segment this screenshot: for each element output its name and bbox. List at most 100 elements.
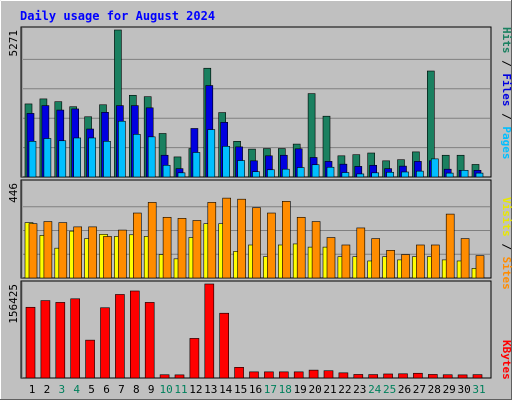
bar-sites-day-26	[401, 254, 410, 279]
bar-kbytes-day-26	[398, 373, 408, 379]
bar-sites-day-22	[341, 244, 351, 279]
bars-hits-files-pages	[24, 29, 484, 178]
x-tick-label-day-14: 14	[219, 383, 233, 396]
bar-pages-day-13	[207, 129, 216, 178]
bars-kbytes	[25, 283, 483, 379]
bar-sites-day-2	[43, 221, 53, 279]
panel-kbytes	[20, 280, 492, 379]
bar-sites-day-17	[267, 212, 276, 279]
bar-kbytes-day-15	[234, 367, 244, 379]
bar-kbytes-day-31	[472, 374, 483, 379]
bar-pages-day-23	[356, 173, 365, 178]
x-tick-label-day-31: 31	[472, 383, 485, 396]
bar-kbytes-day-20	[308, 369, 319, 379]
bar-pages-day-22	[341, 172, 350, 178]
bar-sites-day-24	[371, 238, 381, 279]
x-tick-label-day-17: 17	[264, 383, 277, 396]
x-tick-label-day-22: 22	[338, 383, 351, 396]
x-tick-label-day-27: 27	[413, 383, 426, 396]
bar-pages-day-9	[147, 136, 156, 178]
x-tick-label-day-23: 23	[353, 383, 366, 396]
x-tick-label-day-26: 26	[398, 383, 411, 396]
legend-hits-files-pages: Hits / Files / Pages	[500, 27, 512, 160]
bar-sites-day-1	[28, 223, 38, 279]
bar-pages-day-7	[118, 120, 126, 178]
bar-pages-day-18	[281, 168, 290, 178]
bar-kbytes-day-13	[204, 283, 215, 379]
bar-pages-day-10	[162, 164, 171, 178]
bar-sites-day-16	[252, 207, 261, 279]
legend-sep-2: /	[500, 107, 512, 127]
x-tick-label-day-5: 5	[88, 383, 95, 396]
bar-sites-day-12	[192, 220, 202, 279]
bar-sites-day-4	[73, 226, 82, 279]
bar-pages-day-27	[416, 170, 424, 178]
bar-pages-day-4	[73, 137, 81, 178]
bar-pages-day-5	[88, 137, 96, 178]
bar-pages-day-2	[43, 138, 52, 178]
bar-kbytes-day-23	[353, 374, 364, 379]
x-tick-label-day-13: 13	[204, 383, 217, 396]
bar-pages-day-26	[401, 171, 409, 178]
bar-kbytes-day-12	[189, 338, 200, 379]
bar-kbytes-day-9	[144, 302, 155, 379]
bar-pages-day-30	[460, 170, 469, 178]
x-tick-label-day-10: 10	[159, 383, 172, 396]
bar-kbytes-day-2	[40, 300, 51, 379]
bars-sites-visits	[24, 197, 485, 279]
bar-pages-day-3	[58, 140, 67, 178]
x-tick-label-day-25: 25	[383, 383, 396, 396]
bar-kbytes-day-16	[249, 371, 259, 379]
bar-kbytes-day-8	[130, 290, 140, 379]
x-tick-label-day-1: 1	[29, 383, 36, 396]
x-tick-label-day-28: 28	[428, 383, 441, 396]
bar-pages-day-14	[222, 146, 230, 178]
x-tick-label-day-8: 8	[133, 383, 140, 396]
legend-sep-1: /	[500, 54, 512, 74]
bar-kbytes-day-22	[338, 372, 349, 379]
x-tick-label-day-2: 2	[44, 383, 51, 396]
legend-sites: Sites	[500, 257, 512, 290]
bar-kbytes-day-19	[293, 371, 304, 379]
bar-sites-day-29	[445, 213, 455, 279]
bar-sites-day-30	[460, 238, 470, 279]
legend-files: Files	[500, 73, 512, 106]
bar-pages-day-31	[475, 172, 484, 178]
bar-sites-day-18	[281, 201, 291, 279]
bar-sites-day-15	[237, 198, 246, 279]
bar-pages-day-20	[311, 164, 320, 178]
bar-kbytes-day-27	[413, 372, 423, 379]
x-tick-label-day-30: 30	[457, 383, 470, 396]
bar-sites-day-19	[296, 216, 306, 279]
x-tick-label-day-12: 12	[189, 383, 202, 396]
bar-kbytes-day-10	[159, 374, 170, 379]
x-tick-label-day-29: 29	[443, 383, 456, 396]
bar-pages-day-25	[386, 171, 394, 178]
x-tick-label-day-3: 3	[58, 383, 65, 396]
x-axis-day-labels: 1 2 3 4 5 6 7 8 9 10 11 12 13 14 15 16 17 18 19 20 21 22 23 24 2…	[29, 383, 486, 396]
bar-sites-day-14	[222, 197, 231, 279]
bar-sites-day-9	[147, 202, 157, 279]
bar-sites-day-5	[88, 226, 97, 279]
y-max-label-hits: 5271	[7, 30, 20, 57]
legend-pages: Pages	[500, 126, 512, 159]
bar-kbytes-day-11	[174, 374, 185, 379]
bar-pages-day-29	[445, 172, 454, 178]
bar-pages-day-8	[133, 134, 141, 178]
bar-kbytes-day-18	[278, 371, 289, 379]
legend-sep-3: /	[500, 237, 512, 257]
y-max-label-sites: 446	[7, 183, 20, 203]
bar-kbytes-day-17	[264, 371, 274, 379]
x-tick-label-day-24: 24	[368, 383, 382, 396]
bar-kbytes-day-28	[427, 374, 438, 379]
x-tick-label-day-16: 16	[249, 383, 262, 396]
bar-kbytes-day-6	[100, 307, 110, 379]
bar-sites-day-23	[356, 227, 366, 279]
bar-kbytes-day-30	[457, 374, 468, 379]
bar-kbytes-day-21	[323, 370, 334, 379]
bar-sites-day-31	[475, 255, 485, 279]
bar-sites-day-25	[386, 250, 395, 279]
legend-hits: Hits	[500, 27, 512, 54]
bar-sites-day-3	[58, 222, 68, 279]
